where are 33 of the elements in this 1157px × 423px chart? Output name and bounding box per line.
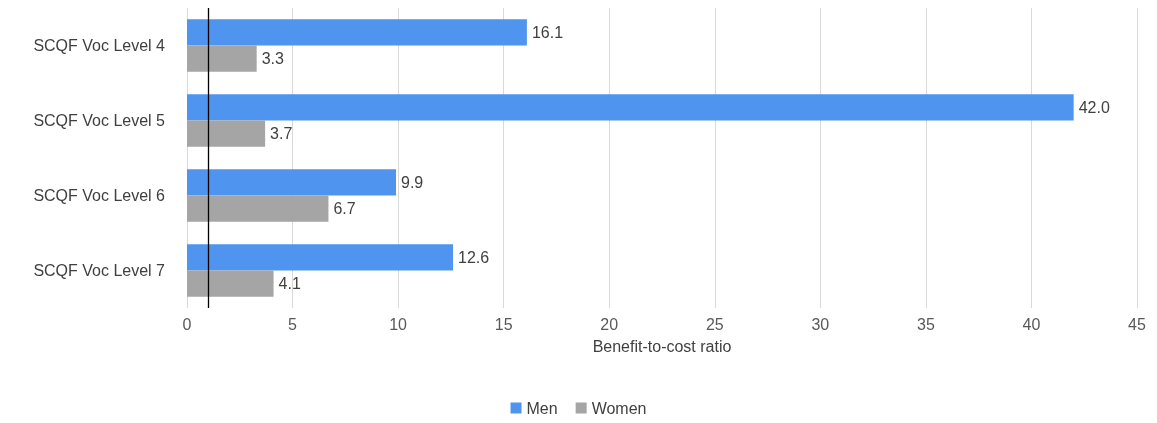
y-tick-label: SCQF Voc Level 4 bbox=[33, 37, 166, 54]
x-tick-label: 20 bbox=[600, 315, 619, 333]
data-label: 4.1 bbox=[278, 275, 301, 293]
data-label: 12.6 bbox=[458, 248, 490, 266]
x-tick-label: 40 bbox=[1022, 315, 1041, 333]
data-label: 16.1 bbox=[531, 23, 564, 41]
bar bbox=[187, 45, 257, 72]
x-tick-label: 25 bbox=[705, 315, 724, 333]
x-tick-label: 0 bbox=[182, 315, 192, 333]
x-tick-label: 5 bbox=[288, 315, 298, 333]
bar bbox=[187, 94, 1074, 121]
bar bbox=[187, 195, 329, 222]
bar bbox=[187, 270, 274, 297]
bar bbox=[187, 120, 266, 147]
data-label: 9.9 bbox=[401, 173, 424, 191]
x-tick-label: 15 bbox=[494, 315, 513, 333]
x-axis-title: Benefit-to-cost ratio bbox=[592, 337, 732, 355]
x-tick-label: 30 bbox=[811, 315, 830, 333]
data-label: 6.7 bbox=[333, 200, 356, 218]
data-label: 42.0 bbox=[1078, 98, 1110, 116]
bar bbox=[187, 169, 396, 196]
x-tick-label: 35 bbox=[916, 315, 935, 333]
y-tick-label: SCQF Voc Level 6 bbox=[33, 187, 166, 204]
y-tick-label: SCQF Voc Level 7 bbox=[33, 262, 166, 279]
data-label: 3.7 bbox=[270, 125, 293, 143]
bar bbox=[187, 19, 527, 46]
bar bbox=[187, 244, 453, 271]
x-tick-label: 45 bbox=[1128, 315, 1146, 333]
legend-label: Men bbox=[526, 399, 558, 417]
data-label: 3.3 bbox=[261, 50, 285, 68]
x-tick-label: 10 bbox=[389, 315, 408, 333]
legend-label: Women bbox=[591, 399, 647, 417]
y-tick-label: SCQF Voc Level 5 bbox=[33, 112, 166, 129]
